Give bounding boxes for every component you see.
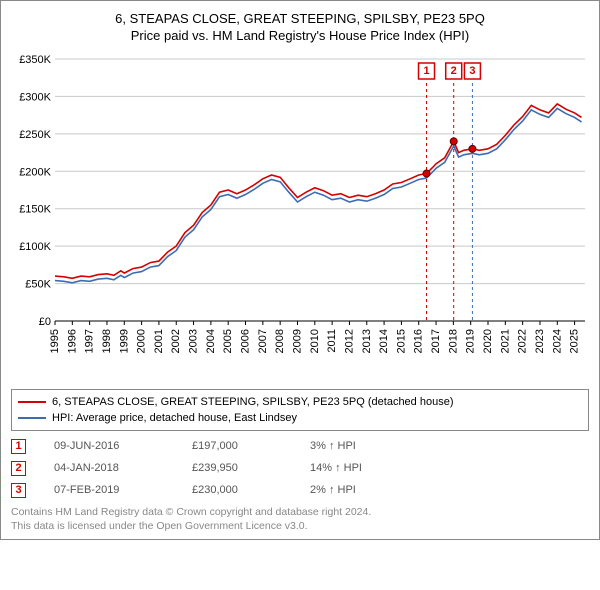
svg-text:£250K: £250K [19,129,51,141]
legend-label-property: 6, STEAPAS CLOSE, GREAT STEEPING, SPILSB… [52,396,453,408]
svg-text:2: 2 [451,65,457,77]
event-date: 07-FEB-2019 [54,484,164,496]
event-diff: 2% ↑ HPI [310,484,410,496]
svg-text:2012: 2012 [343,329,355,353]
event-row: 2 04-JAN-2018 £239,950 14% ↑ HPI [11,457,589,479]
attribution-footer: Contains HM Land Registry data © Crown c… [11,505,589,533]
event-row: 3 07-FEB-2019 £230,000 2% ↑ HPI [11,479,589,501]
svg-text:2000: 2000 [136,329,148,353]
event-marker: 2 [11,461,26,476]
svg-text:£0: £0 [39,316,51,328]
footer-line-2: This data is licensed under the Open Gov… [11,519,589,533]
svg-text:1: 1 [423,65,429,77]
svg-text:2004: 2004 [205,329,217,353]
svg-text:2019: 2019 [465,329,477,353]
svg-text:2005: 2005 [222,329,234,353]
legend-label-hpi: HPI: Average price, detached house, East… [52,412,297,424]
svg-text:2015: 2015 [395,329,407,353]
event-diff: 14% ↑ HPI [310,462,410,474]
svg-text:2010: 2010 [309,329,321,353]
svg-text:2017: 2017 [430,329,442,353]
svg-text:2024: 2024 [551,329,563,353]
svg-text:2023: 2023 [534,329,546,353]
svg-text:2011: 2011 [326,329,338,353]
event-marker: 1 [11,439,26,454]
svg-text:2013: 2013 [361,329,373,353]
event-diff: 3% ↑ HPI [310,440,410,452]
svg-text:2025: 2025 [569,329,581,353]
legend-swatch-blue [18,417,46,419]
svg-text:2022: 2022 [517,329,529,353]
svg-text:£200K: £200K [19,166,51,178]
svg-text:2006: 2006 [240,329,252,353]
svg-text:£300K: £300K [19,91,51,103]
svg-text:2002: 2002 [170,329,182,353]
event-row: 1 09-JUN-2016 £197,000 3% ↑ HPI [11,435,589,457]
svg-text:3: 3 [469,65,475,77]
svg-text:2008: 2008 [274,329,286,353]
svg-text:2014: 2014 [378,329,390,353]
event-price: £230,000 [192,484,282,496]
svg-text:1998: 1998 [101,329,113,353]
svg-text:£150K: £150K [19,204,51,216]
legend: 6, STEAPAS CLOSE, GREAT STEEPING, SPILSB… [11,389,589,431]
event-date: 09-JUN-2016 [54,440,164,452]
svg-text:2001: 2001 [153,329,165,353]
price-chart: £0 £50K £100K £150K £200K £250K £300K £350K 1995… [11,51,589,381]
svg-text:£350K: £350K [19,54,51,66]
event-marker: 3 [11,483,26,498]
svg-text:2009: 2009 [291,329,303,353]
footer-line-1: Contains HM Land Registry data © Crown c… [11,505,589,519]
chart-subtitle: Price paid vs. HM Land Registry's House … [11,28,589,43]
svg-text:2018: 2018 [447,329,459,353]
svg-text:1999: 1999 [118,329,130,353]
chart-area: £0 £50K £100K £150K £200K £250K £300K £350K 1995… [11,51,589,381]
svg-text:1996: 1996 [66,329,78,353]
legend-swatch-red [18,401,46,403]
svg-text:£50K: £50K [25,279,51,291]
event-date: 04-JAN-2018 [54,462,164,474]
chart-card: 6, STEAPAS CLOSE, GREAT STEEPING, SPILSB… [0,0,600,540]
event-price: £197,000 [192,440,282,452]
svg-text:1995: 1995 [49,329,61,353]
svg-text:2007: 2007 [257,329,269,353]
legend-row-hpi: HPI: Average price, detached house, East… [18,410,582,426]
legend-row-property: 6, STEAPAS CLOSE, GREAT STEEPING, SPILSB… [18,394,582,410]
svg-text:2003: 2003 [188,329,200,353]
svg-text:1997: 1997 [84,329,96,353]
svg-text:2021: 2021 [499,329,511,353]
svg-text:£100K: £100K [19,241,51,253]
event-price: £239,950 [192,462,282,474]
chart-title: 6, STEAPAS CLOSE, GREAT STEEPING, SPILSB… [11,11,589,26]
svg-text:2016: 2016 [413,329,425,353]
svg-text:2020: 2020 [482,329,494,353]
sales-events-table: 1 09-JUN-2016 £197,000 3% ↑ HPI 2 04-JAN-2018… [11,435,589,501]
